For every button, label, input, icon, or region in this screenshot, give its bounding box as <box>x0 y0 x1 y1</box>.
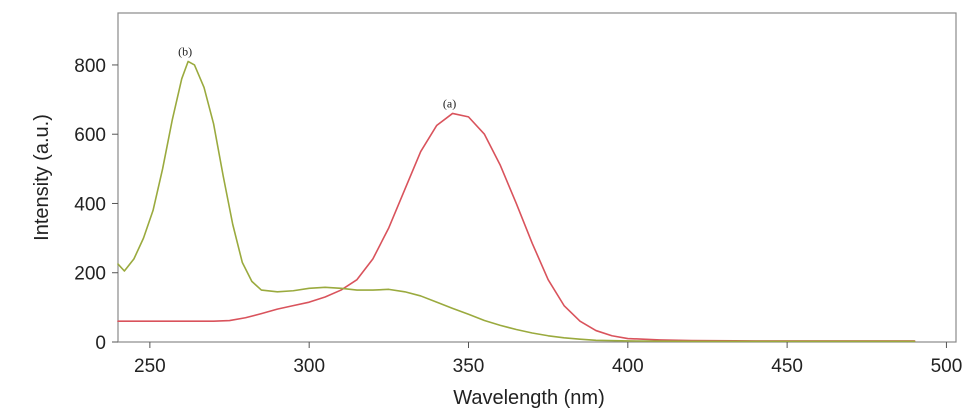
y-tick-label: 400 <box>74 194 106 215</box>
y-axis-title: Intensity (a.u.) <box>31 114 53 241</box>
x-axis-title: Wavelength (nm) <box>453 387 605 409</box>
series-line-b <box>117 60 916 343</box>
x-tick-label: 250 <box>134 356 166 377</box>
plot-frame <box>117 12 957 343</box>
x-tick-label: 450 <box>771 356 803 377</box>
y-tick-label: 800 <box>74 56 106 77</box>
x-tick-label: 350 <box>453 356 485 377</box>
series-line-a <box>117 112 916 342</box>
y-tick-label: 200 <box>74 264 106 285</box>
series-annotation-b: (b) <box>178 44 192 58</box>
y-tick-label: 600 <box>74 125 106 146</box>
series-annotation-a: (a) <box>443 96 456 110</box>
x-tick-label: 500 <box>931 356 963 377</box>
x-tick-label: 300 <box>293 356 325 377</box>
y-tick-label: 0 <box>95 333 106 354</box>
x-tick-label: 400 <box>612 356 644 377</box>
